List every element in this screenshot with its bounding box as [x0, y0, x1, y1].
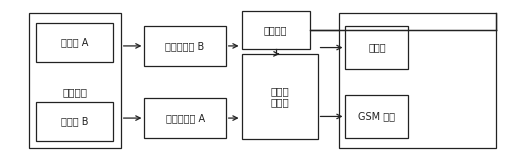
Bar	[29, 13, 121, 148]
Text: 报警器: 报警器	[368, 43, 386, 52]
Bar	[36, 102, 113, 141]
Bar	[345, 95, 408, 138]
Text: GSM 模块: GSM 模块	[359, 112, 395, 121]
Bar	[144, 98, 226, 138]
Bar	[36, 23, 113, 62]
Bar	[345, 26, 408, 69]
Text: 光电传感器 A: 光电传感器 A	[165, 113, 205, 123]
Text: 电源模块: 电源模块	[264, 25, 287, 35]
Text: 风扇轴头: 风扇轴头	[62, 88, 88, 98]
Bar	[144, 26, 226, 66]
Bar	[242, 11, 310, 49]
Text: 编码盘 B: 编码盘 B	[61, 116, 88, 126]
Text: 可编程
控制器: 可编程 控制器	[270, 86, 289, 108]
Bar	[242, 54, 318, 139]
Text: 编码盘 A: 编码盘 A	[61, 38, 88, 48]
Text: 光电传感器 B: 光电传感器 B	[165, 41, 205, 51]
Bar	[339, 13, 496, 148]
